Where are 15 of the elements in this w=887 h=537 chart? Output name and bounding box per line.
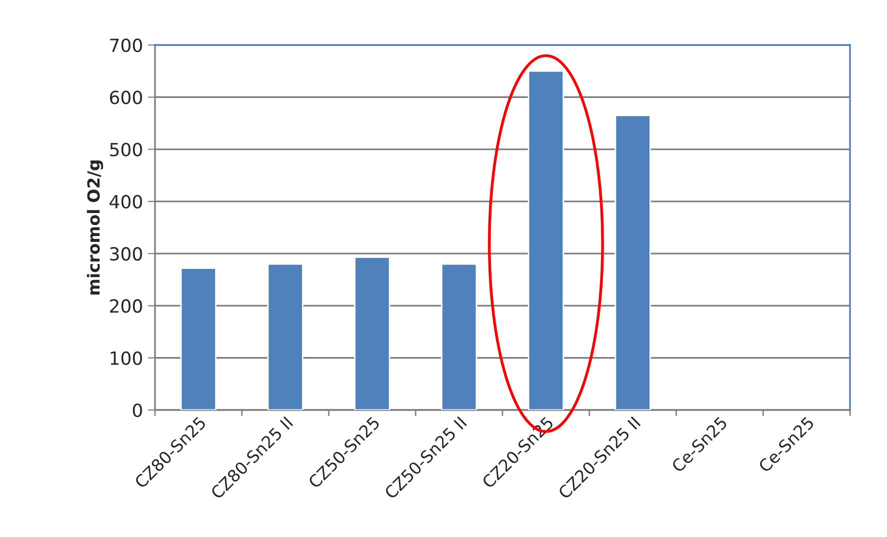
bar xyxy=(528,70,564,410)
bar xyxy=(614,114,651,410)
bar xyxy=(354,256,390,410)
y-tick-label: 400 xyxy=(110,194,142,209)
bar xyxy=(180,267,217,410)
y-tick-label: 600 xyxy=(110,90,142,104)
y-tick-label: 100 xyxy=(110,351,142,365)
y-tick-label: 300 xyxy=(110,247,142,261)
y-tick-label: 0 xyxy=(132,403,142,418)
bar xyxy=(267,263,304,410)
y-tick-label: 700 xyxy=(110,38,142,52)
y-tick-label: 500 xyxy=(110,142,142,156)
bar xyxy=(440,263,478,410)
y-axis-title: micromol O2/g xyxy=(86,160,104,294)
y-tick-label: 200 xyxy=(110,299,142,313)
